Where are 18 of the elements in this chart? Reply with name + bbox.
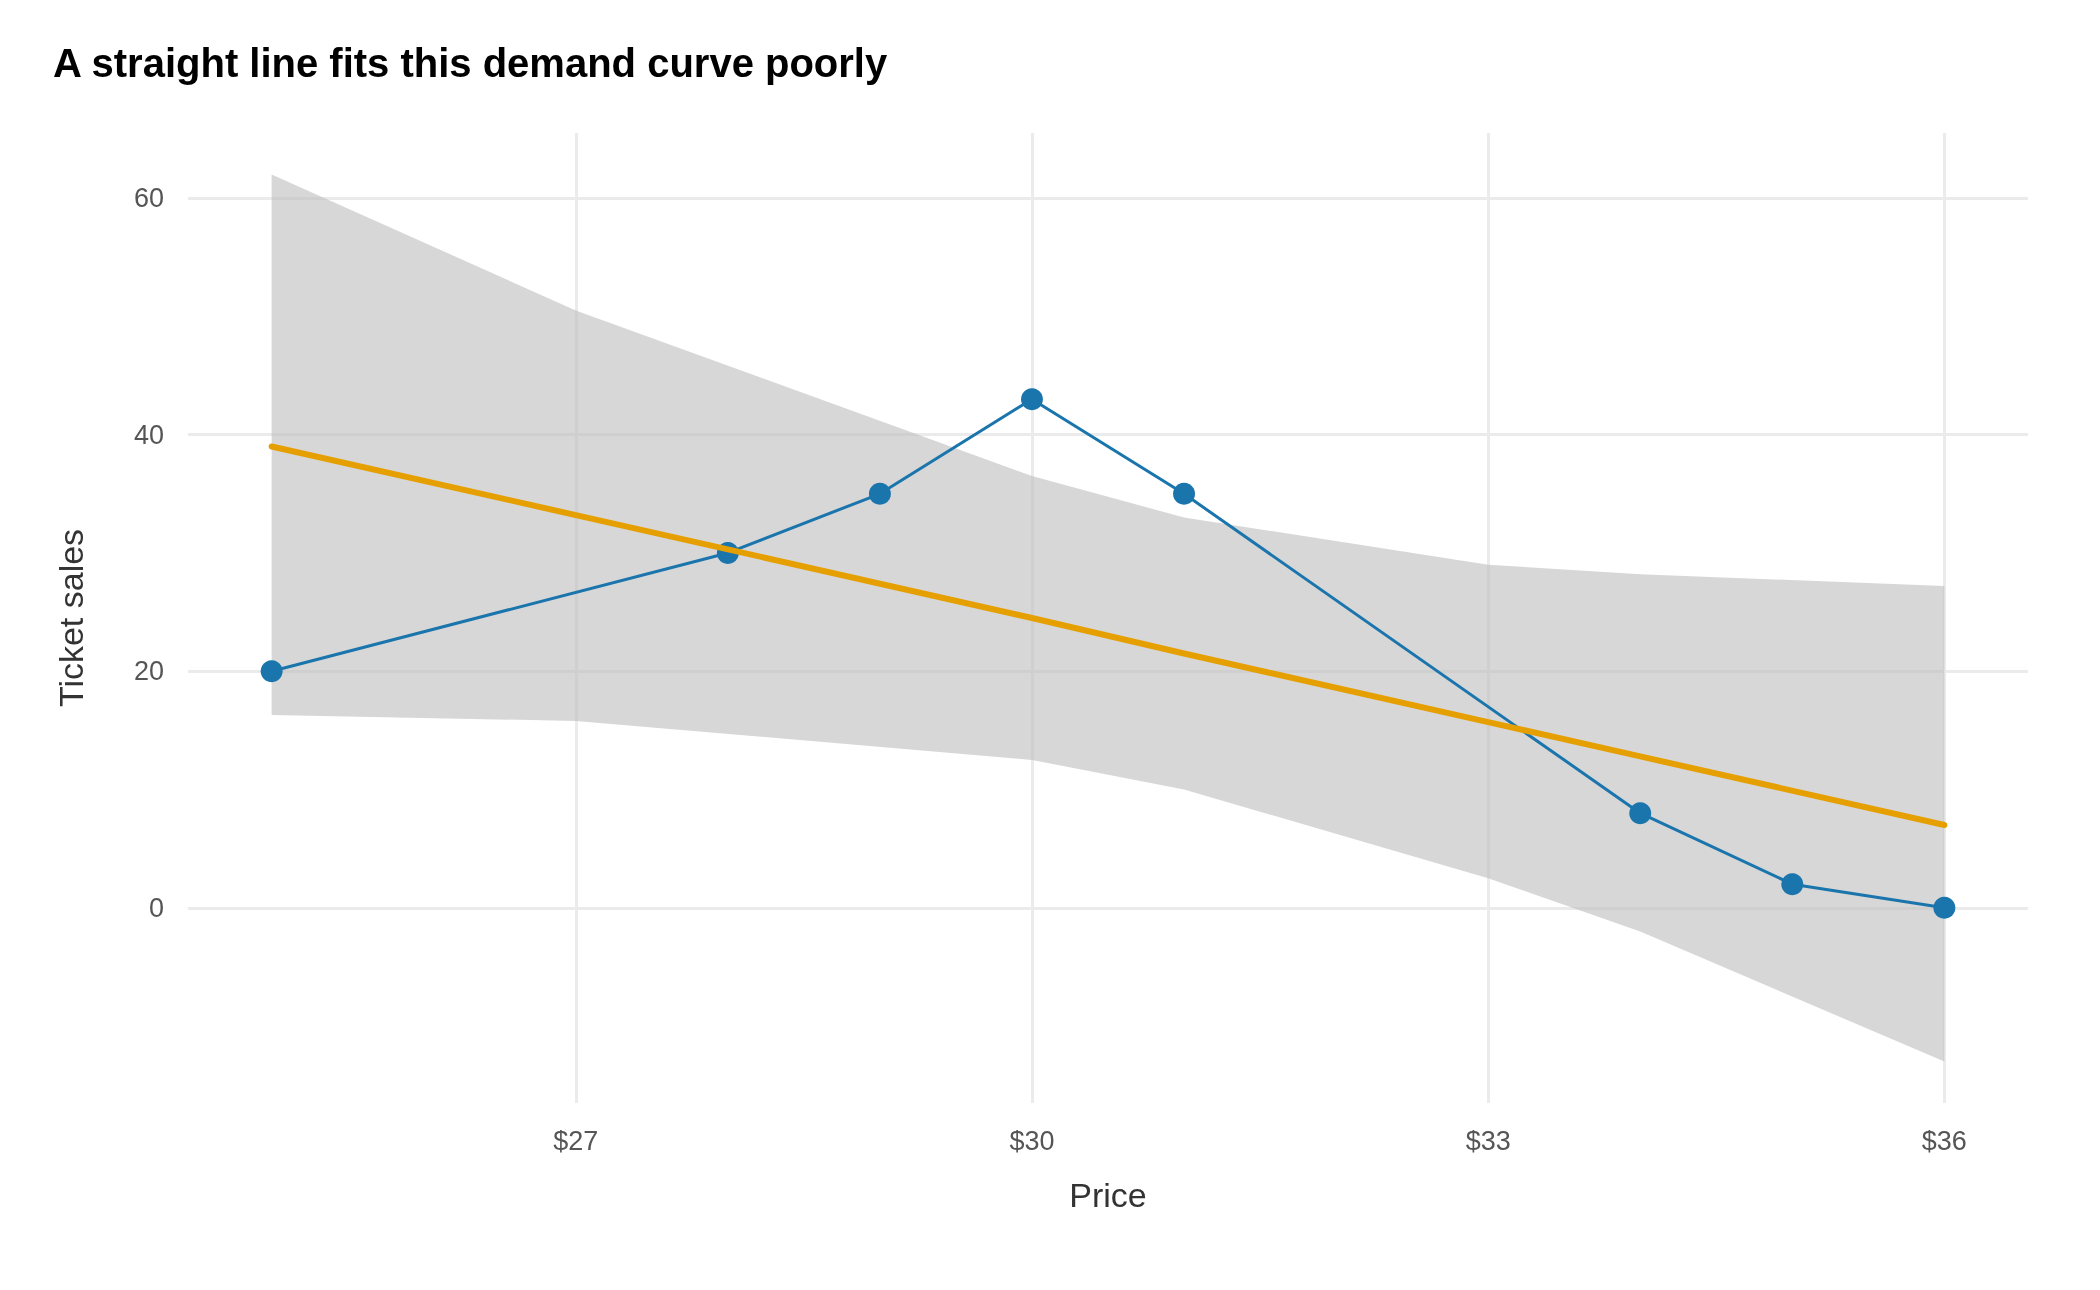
x-tick-label: $30 <box>1009 1125 1055 1156</box>
x-tick-label: $33 <box>1465 1125 1511 1156</box>
y-tick-label: 20 <box>133 656 164 687</box>
x-tick-label: $36 <box>1921 1125 1967 1156</box>
point <box>1629 802 1652 825</box>
point <box>260 660 283 683</box>
y-tick-label: 60 <box>133 183 164 214</box>
x-tick-label: $27 <box>553 1125 599 1156</box>
point <box>1933 896 1956 919</box>
point <box>1173 482 1196 505</box>
y-tick-label: 40 <box>133 419 164 450</box>
point <box>868 482 891 505</box>
chart-title: A straight line fits this demand curve poorly <box>53 41 888 85</box>
point <box>1020 388 1043 411</box>
y-axis-title: Ticket sales <box>52 528 90 708</box>
x-axis-title: Price <box>1069 1176 1147 1214</box>
point <box>1781 873 1804 896</box>
y-tick-label: 0 <box>148 892 164 923</box>
